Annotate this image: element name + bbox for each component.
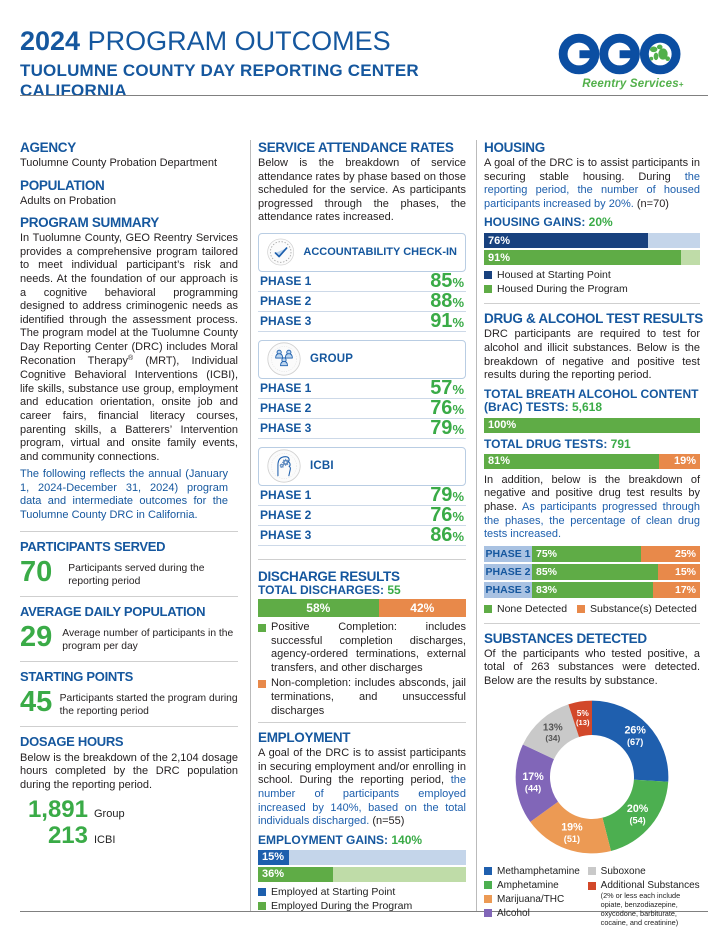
svg-text:(51): (51) [564,833,580,843]
svg-text:(13): (13) [576,718,590,727]
svg-text:(34): (34) [545,733,560,743]
svg-text:13%: 13% [543,722,563,733]
svg-text:(54): (54) [629,815,645,825]
svg-text:20%: 20% [627,803,649,815]
svg-text:5%: 5% [577,707,590,717]
svg-text:(67): (67) [627,736,643,746]
svg-text:(44): (44) [525,783,541,793]
svg-text:19%: 19% [561,821,583,833]
svg-text:17%: 17% [522,771,544,783]
svg-text:26%: 26% [624,724,646,736]
